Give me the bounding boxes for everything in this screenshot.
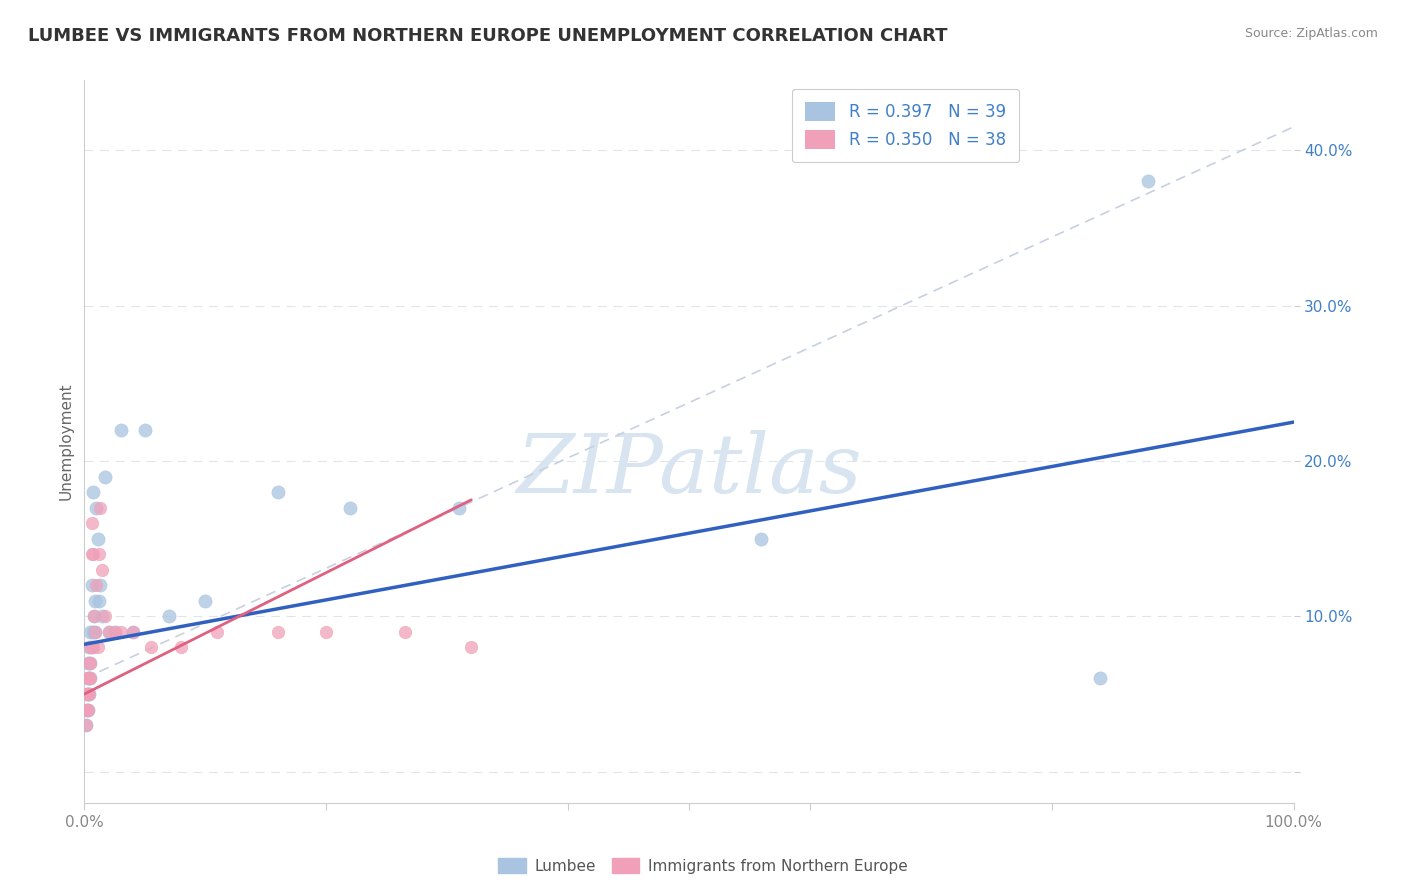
- Point: [207, 624, 229, 639]
- Point: [79, 640, 101, 655]
- Point: [97, 624, 120, 639]
- Point: [75, 718, 97, 732]
- Point: [460, 640, 482, 655]
- Point: [157, 609, 180, 624]
- Point: [82, 485, 104, 500]
- Point: [97, 624, 120, 639]
- Point: [76, 687, 98, 701]
- Point: [84, 624, 107, 639]
- Point: [82, 547, 104, 561]
- Point: [1137, 174, 1160, 188]
- Point: [86, 640, 108, 655]
- Point: [170, 640, 193, 655]
- Point: [79, 672, 101, 686]
- Point: [91, 609, 114, 624]
- Point: [104, 624, 127, 639]
- Point: [94, 609, 117, 624]
- Point: [79, 656, 101, 670]
- Point: [77, 672, 100, 686]
- Point: [449, 500, 471, 515]
- Point: [79, 656, 101, 670]
- Legend: Lumbee, Immigrants from Northern Europe: Lumbee, Immigrants from Northern Europe: [492, 852, 914, 880]
- Point: [121, 624, 143, 639]
- Legend: R = 0.397   N = 39, R = 0.350   N = 38: R = 0.397 N = 39, R = 0.350 N = 38: [792, 88, 1019, 162]
- Text: LUMBEE VS IMMIGRANTS FROM NORTHERN EUROPE UNEMPLOYMENT CORRELATION CHART: LUMBEE VS IMMIGRANTS FROM NORTHERN EUROP…: [28, 27, 948, 45]
- Point: [87, 547, 110, 561]
- Point: [77, 640, 100, 655]
- Point: [751, 532, 773, 546]
- Point: [339, 500, 361, 515]
- Point: [77, 656, 100, 670]
- Point: [80, 578, 103, 592]
- Point: [79, 624, 101, 639]
- Point: [89, 578, 111, 592]
- Point: [76, 702, 98, 716]
- Point: [82, 640, 104, 655]
- Point: [267, 624, 290, 639]
- Point: [267, 485, 290, 500]
- Point: [77, 702, 100, 716]
- Point: [75, 718, 97, 732]
- Point: [94, 469, 117, 483]
- Point: [79, 672, 101, 686]
- Point: [80, 547, 103, 561]
- Point: [315, 624, 337, 639]
- Point: [134, 423, 156, 437]
- Point: [77, 672, 100, 686]
- Text: ZIPatlas: ZIPatlas: [516, 431, 862, 510]
- Point: [91, 563, 114, 577]
- Point: [77, 687, 100, 701]
- Point: [104, 624, 127, 639]
- Point: [83, 609, 105, 624]
- Point: [86, 578, 108, 592]
- Point: [77, 687, 100, 701]
- Point: [77, 687, 100, 701]
- Point: [82, 624, 104, 639]
- Point: [194, 594, 217, 608]
- Point: [89, 500, 111, 515]
- Point: [110, 624, 132, 639]
- Point: [110, 423, 132, 437]
- Point: [77, 702, 100, 716]
- Point: [84, 594, 107, 608]
- Point: [86, 500, 108, 515]
- Point: [394, 624, 416, 639]
- Point: [75, 702, 97, 716]
- Point: [1088, 672, 1111, 686]
- Point: [80, 516, 103, 530]
- Point: [121, 624, 143, 639]
- Y-axis label: Unemployment: Unemployment: [58, 383, 73, 500]
- Text: Source: ZipAtlas.com: Source: ZipAtlas.com: [1244, 27, 1378, 40]
- Point: [77, 656, 100, 670]
- Point: [84, 624, 107, 639]
- Point: [76, 702, 98, 716]
- Point: [77, 687, 100, 701]
- Point: [77, 672, 100, 686]
- Point: [86, 532, 108, 546]
- Point: [83, 609, 105, 624]
- Point: [77, 672, 100, 686]
- Point: [77, 672, 100, 686]
- Point: [76, 687, 98, 701]
- Point: [80, 640, 103, 655]
- Point: [76, 687, 98, 701]
- Point: [139, 640, 162, 655]
- Point: [87, 594, 110, 608]
